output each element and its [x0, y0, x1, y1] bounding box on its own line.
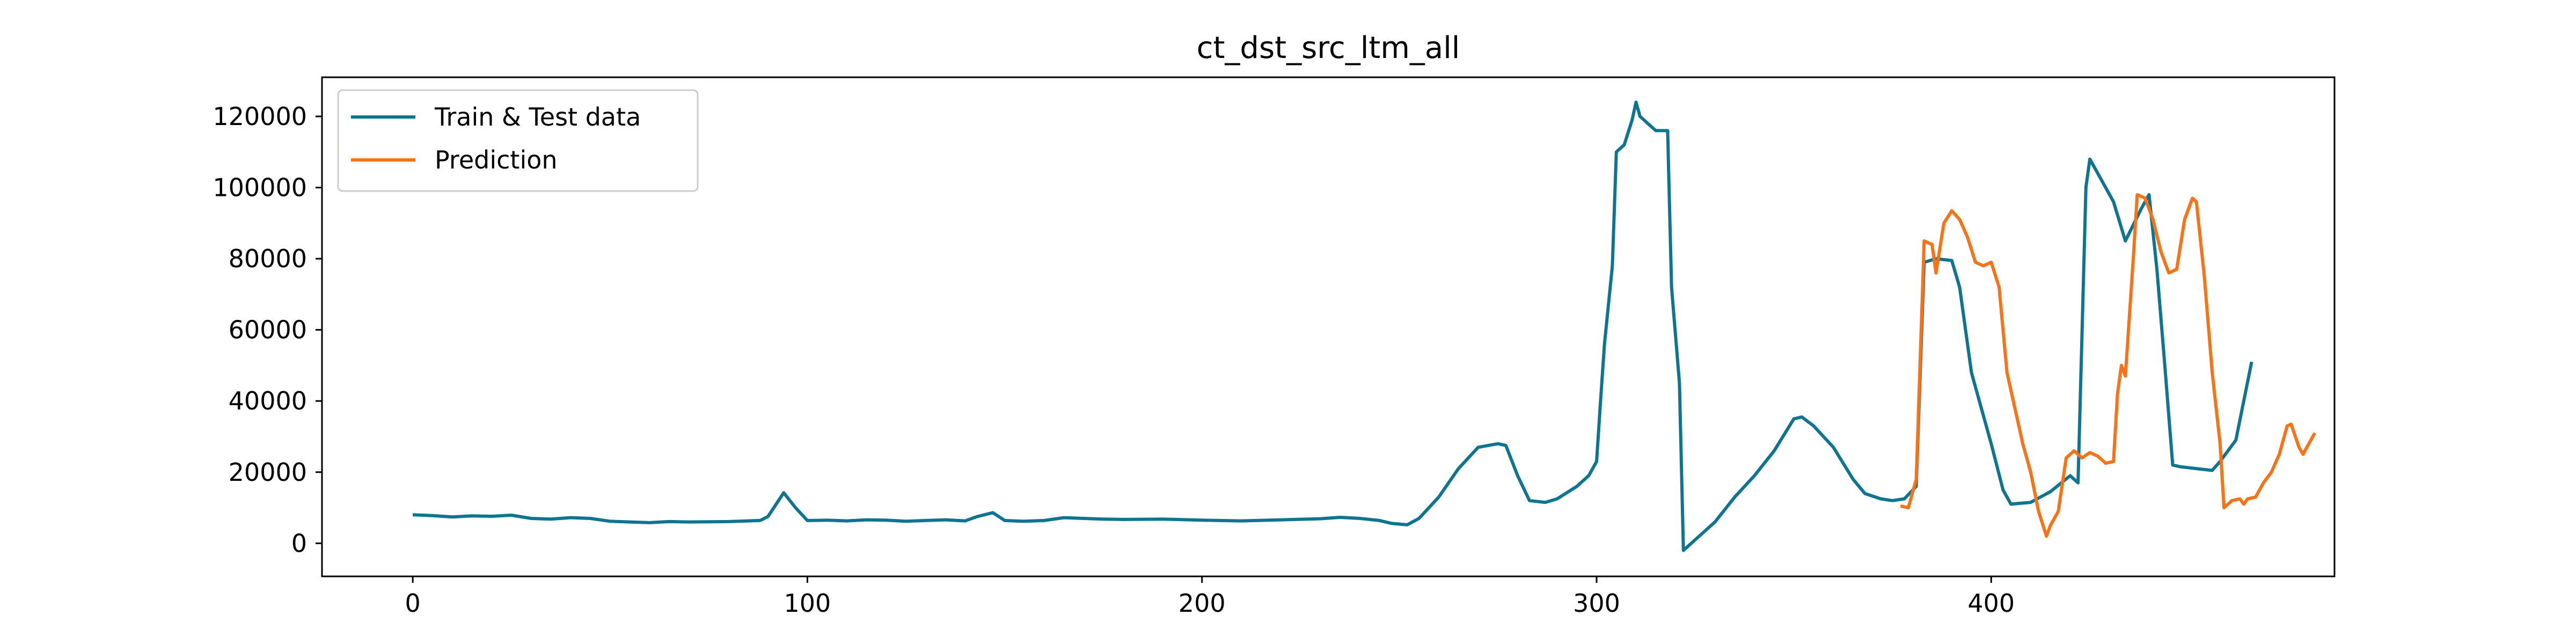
y-tick-label: 20000 [229, 458, 307, 487]
y-tick-label: 0 [291, 529, 307, 558]
y-tick-label: 80000 [229, 244, 307, 273]
legend: Train & Test data Prediction [337, 89, 699, 192]
series-line-1 [1900, 193, 2316, 538]
x-tick-label: 100 [784, 589, 831, 618]
legend-label-1: Prediction [435, 145, 558, 174]
y-axis: 0 20000 40000 60000 80000 100000 120000 [213, 102, 322, 558]
x-tick-label: 300 [1573, 589, 1620, 618]
legend-box [337, 89, 699, 192]
plot-frame [321, 76, 2336, 577]
series-line-0 [412, 100, 2253, 552]
legend-label-0: Train & Test data [434, 103, 641, 131]
y-tick-label: 100000 [213, 173, 307, 202]
x-tick-label: 400 [1967, 589, 2015, 618]
x-tick-label: 200 [1179, 589, 1226, 618]
y-tick-label: 40000 [229, 386, 307, 415]
y-tick-label: 60000 [229, 316, 307, 345]
x-tick-label: 0 [405, 589, 420, 618]
plot-area [412, 100, 2316, 552]
y-tick-label: 120000 [213, 102, 307, 131]
chart-title: ct_dst_src_ltm_all [1197, 31, 1460, 65]
x-axis: 0 100 200 300 400 [405, 576, 2015, 618]
